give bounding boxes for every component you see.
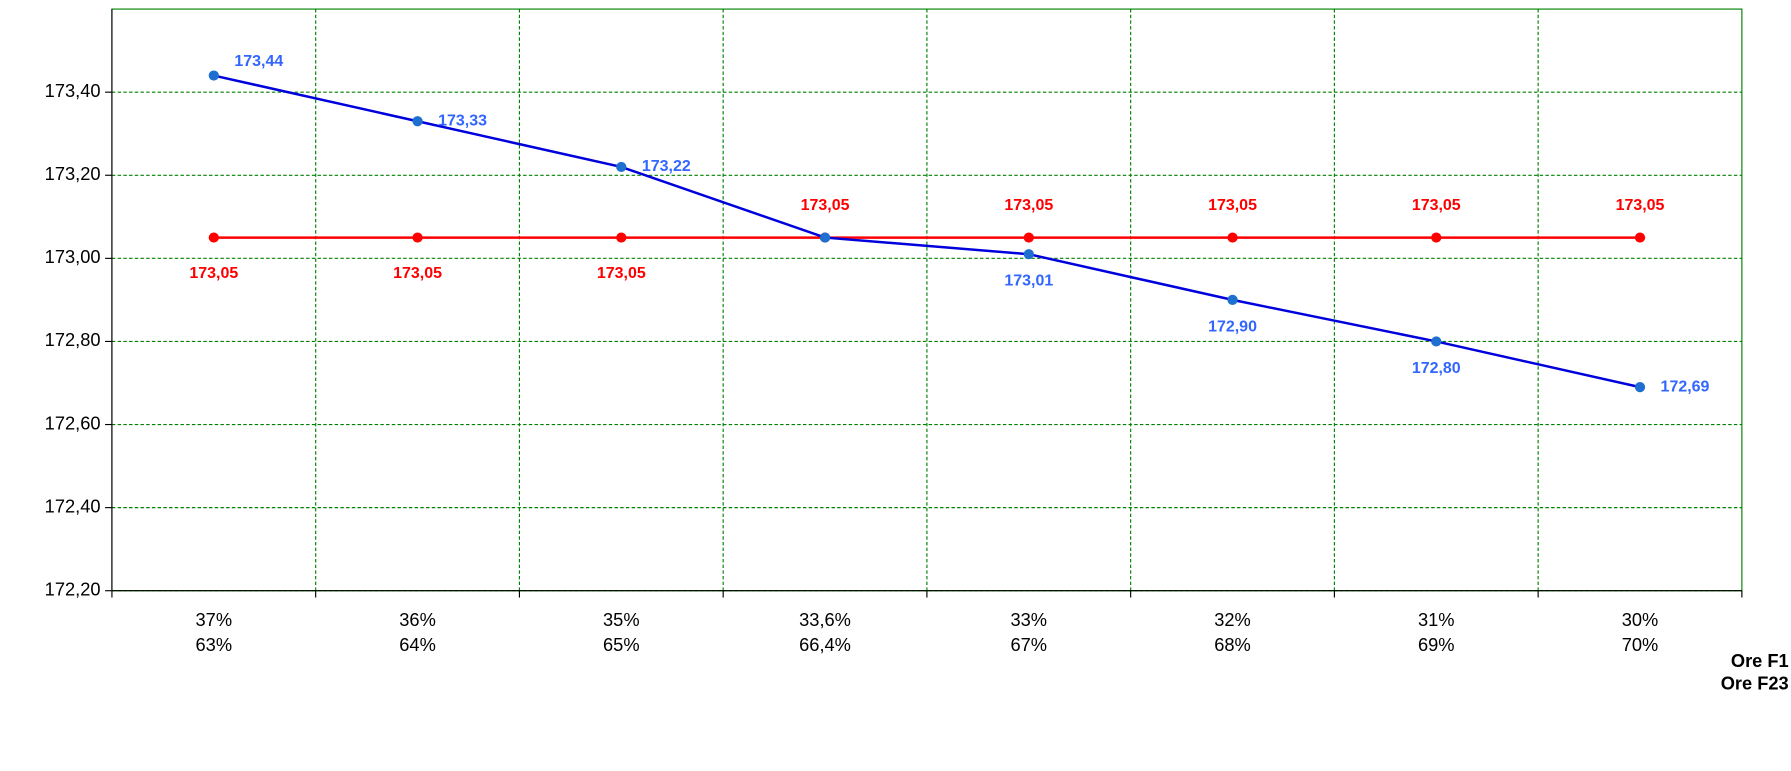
data-label: 172,90: [1208, 318, 1257, 335]
data-point: [1023, 232, 1034, 243]
data-label: 173,05: [801, 197, 850, 214]
data-point: [1023, 249, 1034, 260]
data-label: 173,05: [189, 265, 238, 282]
x-tick-label: 69%: [1418, 635, 1455, 655]
data-label: 172,80: [1412, 360, 1461, 377]
data-point: [208, 232, 219, 243]
data-label: 173,05: [1616, 197, 1665, 214]
data-point: [819, 232, 831, 243]
data-point: [1634, 232, 1646, 243]
x-tick-label: 67%: [1011, 635, 1048, 655]
y-tick-label: 173,00: [45, 247, 101, 267]
x-tick-label: 36%: [399, 610, 436, 630]
data-label: 173,05: [1412, 197, 1461, 214]
data-label: 173,05: [393, 265, 442, 282]
x-tick-label: 33%: [1011, 610, 1048, 630]
data-label: 172,69: [1661, 378, 1710, 395]
x-tick-label: 68%: [1214, 635, 1251, 655]
data-label: 173,33: [438, 112, 487, 129]
y-tick-label: 172,40: [45, 496, 101, 516]
data-point: [1634, 382, 1646, 393]
x-tick-label: 30%: [1622, 610, 1659, 630]
series-line: [213, 74, 1641, 389]
x-tick-label: 37%: [196, 610, 233, 630]
x-tick-label: 32%: [1214, 610, 1251, 630]
data-label: 173,05: [597, 265, 646, 282]
x-tick-label: 66,4%: [799, 635, 851, 655]
x-tick-label: 31%: [1418, 610, 1455, 630]
data-label: 173,44: [234, 53, 283, 70]
data-point: [616, 232, 627, 243]
data-point: [1431, 232, 1442, 243]
data-point: [412, 232, 423, 243]
data-point: [208, 70, 219, 81]
x-tick-label: 33,6%: [799, 610, 851, 630]
x-tick-label: 65%: [603, 635, 640, 655]
y-tick-label: 173,20: [45, 164, 101, 184]
x-axis-label: Ore F23: [1721, 674, 1789, 694]
y-tick-label: 172,20: [45, 580, 101, 600]
data-label: 173,05: [1208, 197, 1257, 214]
x-tick-label: 70%: [1622, 635, 1659, 655]
x-tick-label: 63%: [196, 635, 233, 655]
data-label: 173,01: [1004, 273, 1053, 290]
data-label: 173,05: [1004, 197, 1053, 214]
y-tick-label: 172,80: [45, 330, 101, 350]
data-point: [1227, 294, 1238, 305]
data-point: [412, 116, 423, 127]
data-point: [616, 161, 627, 173]
y-tick-label: 173,40: [45, 81, 101, 101]
x-tick-label: 64%: [399, 635, 436, 655]
y-tick-label: 172,60: [45, 413, 101, 433]
x-axis-label: Ore F1: [1731, 651, 1789, 671]
data-label: 173,22: [642, 158, 691, 175]
data-point: [1431, 336, 1442, 347]
x-tick-label: 35%: [603, 610, 640, 630]
data-point: [1227, 232, 1238, 243]
